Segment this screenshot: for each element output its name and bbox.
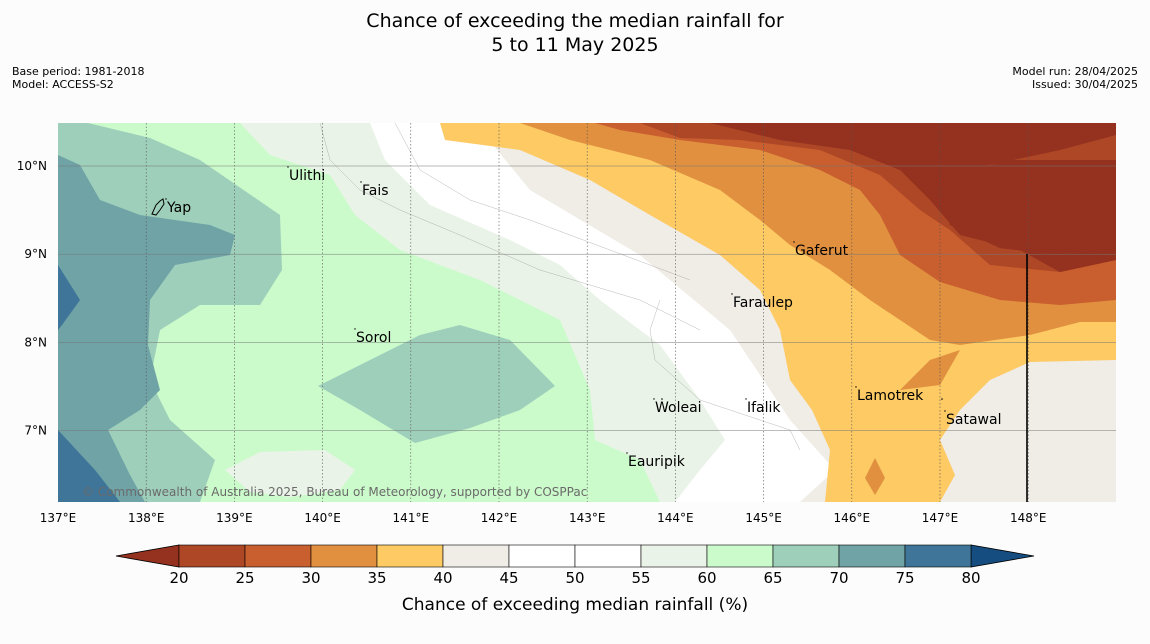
colorbar-tick-label: 80: [961, 569, 980, 587]
place-label-lamotrek: Lamotrek: [857, 388, 924, 404]
island-marker: [354, 328, 356, 330]
longitude-labels: 137°E 138°E 139°E 140°E 141°E 142°E 143°E 144°E…: [40, 511, 1047, 525]
longitude-label: 143°E: [569, 511, 606, 525]
latitude-label: 10°N: [17, 159, 47, 173]
island-marker: [941, 398, 943, 400]
colorbar-segment: [772, 544, 840, 568]
base-period-text: Base period: 1981-2018: [12, 65, 145, 78]
longitude-label: 137°E: [40, 511, 77, 525]
rainfall-map: [58, 123, 1116, 502]
model-run-info: Model run: 28/04/2025 Issued: 30/04/2025: [1012, 65, 1138, 91]
longitude-label: 147°E: [922, 511, 959, 525]
colorbar-segment: [178, 544, 246, 568]
island-marker: [661, 398, 663, 400]
colorbar-tick-label: 30: [301, 569, 320, 587]
island-marker: [287, 166, 289, 168]
colorbar-tick-label: 55: [631, 569, 650, 587]
longitude-label: 139°E: [216, 511, 253, 525]
place-label-ifalik: Ifalik: [747, 400, 781, 416]
base-period-info: Base period: 1981-2018 Model: ACCESS-S2: [12, 65, 144, 91]
region-30-35-patch: [900, 350, 960, 390]
island-marker: [745, 398, 747, 400]
map-title-line-1: Chance of exceeding the median rainfall …: [366, 10, 784, 32]
longitude-label: 145°E: [745, 511, 782, 525]
region-30-35-spot: [865, 458, 885, 495]
island-marker: [793, 241, 795, 243]
colorbar-segment: [904, 544, 972, 568]
latitude-labels: 10°N 9°N 8°N 7°N: [17, 159, 47, 438]
longitude-label: 138°E: [128, 511, 165, 525]
place-label-ulithi: Ulithi: [289, 168, 325, 184]
colorbar-tick-label: 50: [565, 569, 584, 587]
model-text: Model: ACCESS-S2: [12, 78, 114, 91]
region-70-75: [58, 155, 235, 502]
longitude-label: 148°E: [1010, 511, 1047, 525]
colorbar-tick-label: 45: [499, 569, 518, 587]
island-marker: [165, 198, 167, 200]
place-label-woleai: Woleai: [655, 400, 702, 416]
latitude-label: 7°N: [24, 424, 47, 438]
copyright-credit: © Commonwealth of Australia 2025, Bureau…: [82, 485, 587, 499]
region-below-20-core: [938, 160, 1116, 255]
colorbar-tick-label: 65: [763, 569, 782, 587]
colorbar-segment: [310, 544, 378, 568]
colorbar-under-extension: [115, 544, 180, 568]
place-label-yap: Yap: [166, 200, 191, 216]
colorbar-segment: [574, 544, 642, 568]
colorbar-tick-label: 25: [235, 569, 254, 587]
colorbar-tick-label: 35: [367, 569, 386, 587]
region-75-80: [58, 265, 80, 330]
island-marker: [626, 452, 628, 454]
map-title: Chance of exceeding the median rainfall …: [0, 9, 1150, 57]
colorbar: [115, 544, 1035, 568]
island-marker: [360, 181, 362, 183]
graticule: [58, 123, 1116, 502]
place-label-eauripik: Eauripik: [628, 454, 686, 470]
colorbar-label: Chance of exceeding median rainfall (%): [402, 595, 748, 615]
longitude-label: 146°E: [834, 511, 871, 525]
region-40-45-east: [1040, 390, 1116, 502]
colorbar-tick-label: 20: [169, 569, 188, 587]
colorbar-tick-label: 40: [433, 569, 452, 587]
colorbar-tick-label: 60: [697, 569, 716, 587]
region-below-20: [710, 123, 1116, 272]
region-55-60-patch: [225, 450, 355, 497]
issued-text: Issued: 30/04/2025: [1031, 78, 1138, 91]
colorbar-segment: [442, 544, 510, 568]
island-marker: [731, 293, 733, 295]
place-label-sorol: Sorol: [356, 330, 391, 346]
longitude-label: 142°E: [481, 511, 518, 525]
colorbar-segment: [244, 544, 312, 568]
colorbar-segment: [508, 544, 576, 568]
map-title-line-2: 5 to 11 May 2025: [491, 34, 659, 56]
colorbar-tick-label: 75: [895, 569, 914, 587]
place-label-fais: Fais: [362, 183, 389, 199]
colorbar-segment: [838, 544, 906, 568]
place-label-satawal: Satawal: [946, 412, 1001, 428]
longitude-label: 141°E: [393, 511, 430, 525]
island-marker: [855, 386, 857, 388]
place-label-gaferut: Gaferut: [795, 243, 849, 259]
longitude-label: 140°E: [304, 511, 341, 525]
yap-island-outline: [151, 198, 165, 216]
region-65-70-center: [318, 325, 555, 443]
colorbar-tick-label: 70: [829, 569, 848, 587]
island-marker: [944, 410, 946, 412]
longitude-label: 144°E: [657, 511, 694, 525]
region-75-80-south: [58, 430, 120, 502]
island-marker: [653, 398, 655, 400]
latitude-label: 8°N: [24, 335, 47, 349]
model-run-text: Model run: 28/04/2025: [1012, 65, 1138, 78]
colorbar-over-extension: [970, 544, 1035, 568]
place-labels: Ulithi Fais Yap Gaferut Faraulep Sorol Lamotre…: [165, 166, 1001, 470]
colorbar-segment: [376, 544, 444, 568]
latitude-label: 9°N: [24, 247, 47, 261]
colorbar-segment: [640, 544, 708, 568]
contour-lines: [319, 123, 801, 451]
colorbar-ticks: 20 25 30 35 40 45 50 55 60 65 70 75 80: [169, 569, 980, 587]
colorbar-segment: [706, 544, 774, 568]
place-label-faraulep: Faraulep: [733, 295, 793, 311]
